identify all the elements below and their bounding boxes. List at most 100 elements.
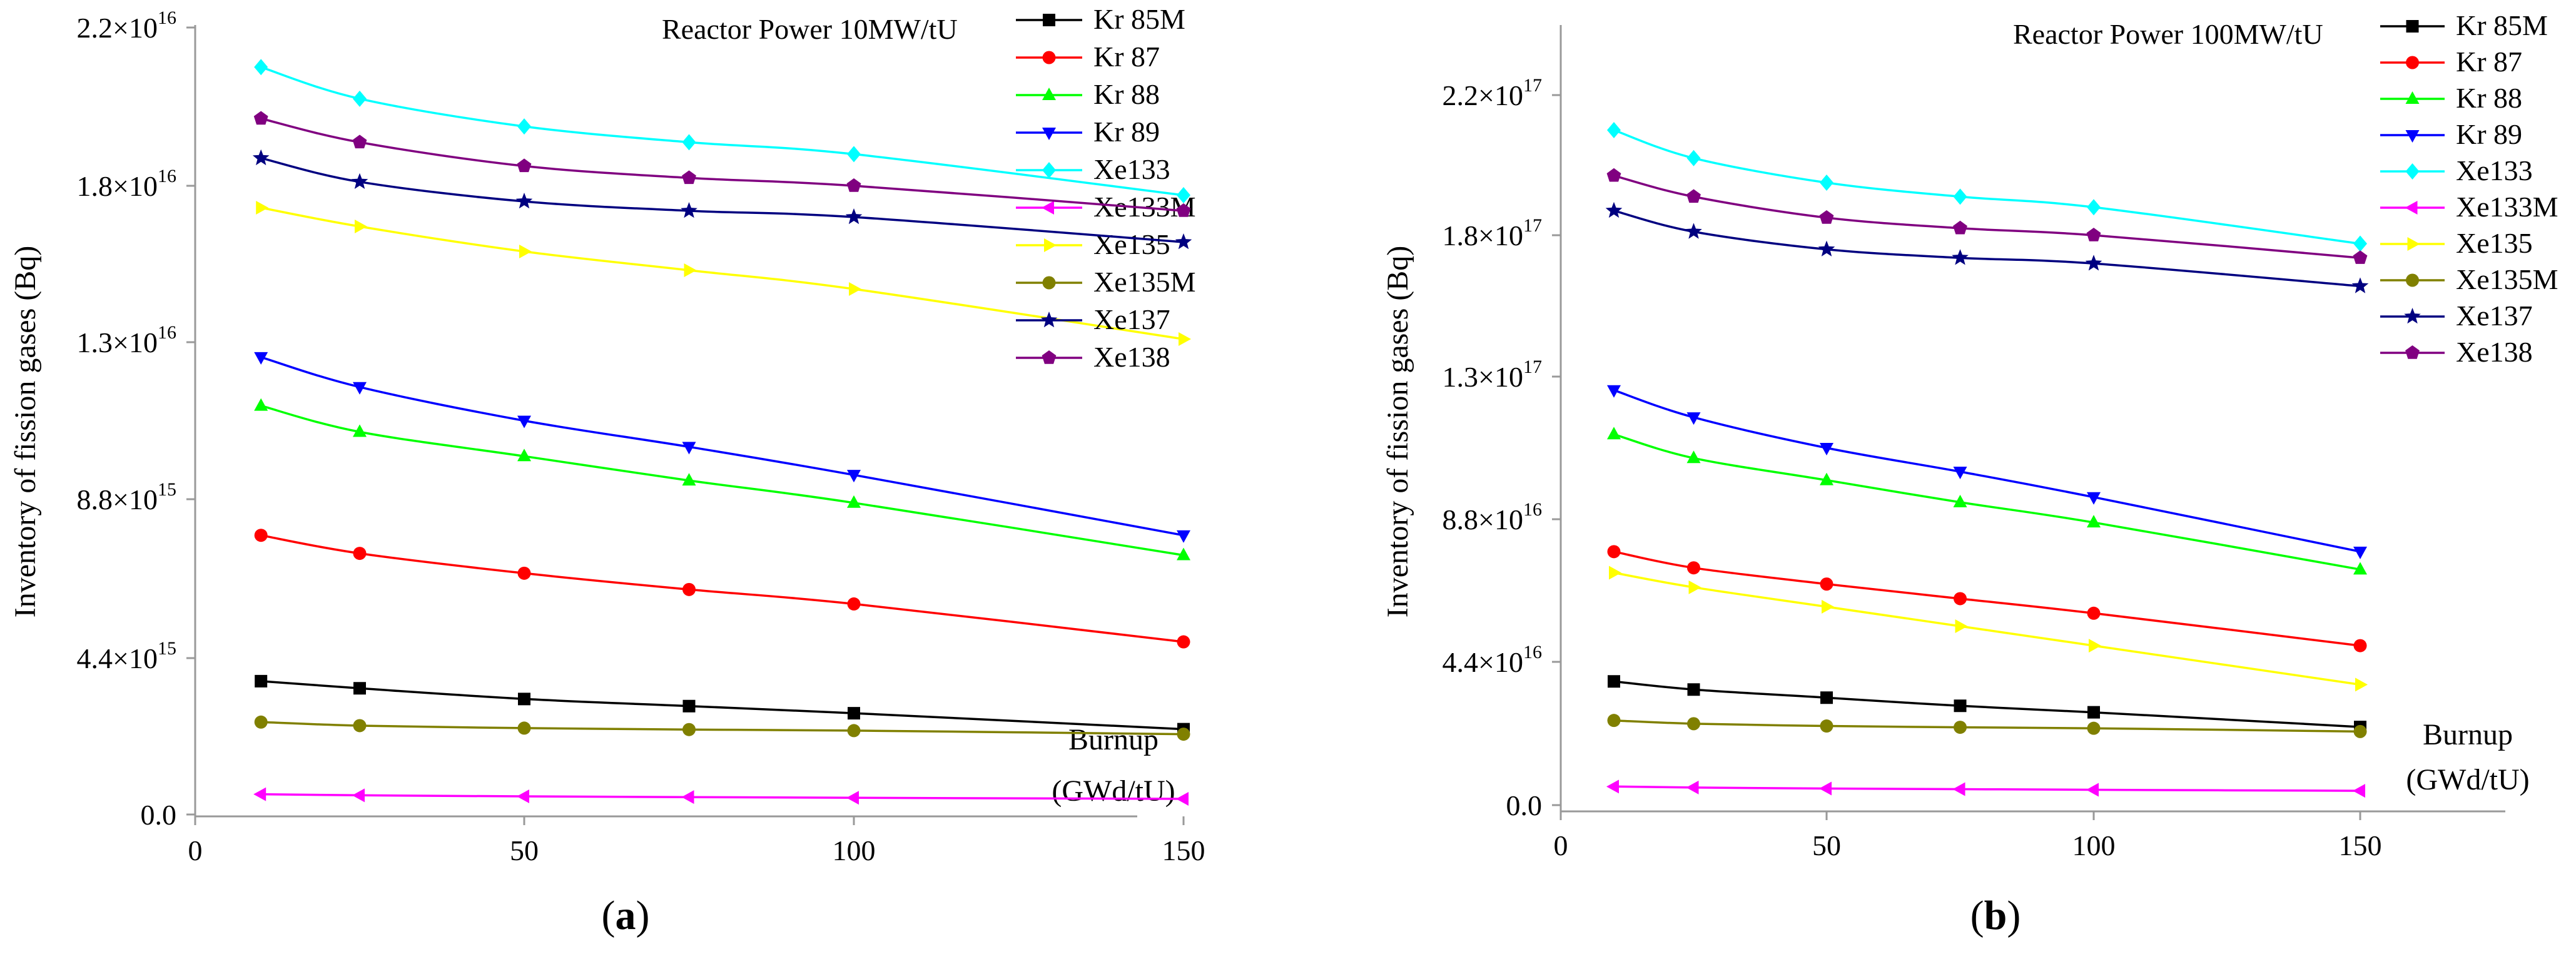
y-tick-mantissa: 4.4×10 — [1443, 646, 1523, 678]
data-point — [254, 715, 268, 729]
legend-label: Kr 85M — [2456, 9, 2548, 41]
data-point — [2353, 639, 2367, 652]
data-point — [1606, 779, 1619, 794]
x-tick-label: 0 — [1554, 830, 1568, 861]
legend-label: Xe135 — [1093, 228, 1170, 260]
data-point — [1605, 201, 1623, 218]
legend-entry: Kr 88 — [1016, 78, 1160, 110]
data-point — [2086, 783, 2099, 797]
data-point — [1607, 122, 1621, 138]
x-axis-title: (GWd/tU) — [2406, 763, 2529, 796]
data-point — [1820, 691, 1833, 704]
legend-marker — [2405, 91, 2420, 104]
series-xe133 — [254, 59, 1190, 203]
data-point — [254, 352, 268, 365]
data-point — [682, 170, 696, 185]
data-point — [1688, 580, 1701, 594]
y-tick-mantissa: 1.3×10 — [1443, 361, 1523, 393]
data-point — [1608, 675, 1620, 688]
data-point — [517, 789, 529, 804]
data-point — [1686, 780, 1699, 794]
panel-label-close: ) — [2007, 893, 2021, 938]
y-tick-exponent: 16 — [158, 166, 176, 186]
legend-label: Xe137 — [1093, 303, 1170, 335]
series-line — [1613, 129, 2361, 245]
legend-marker — [1043, 14, 1055, 26]
legend-label: Xe135M — [2456, 263, 2558, 295]
data-point — [1820, 175, 1833, 191]
y-tick-label: 2.2×1017 — [1443, 75, 1542, 111]
data-point — [1177, 187, 1190, 203]
series-line — [261, 680, 1184, 731]
legend-label: Xe137 — [2456, 300, 2533, 332]
data-point — [517, 449, 531, 462]
y-tick-label: 1.3×1017 — [1443, 357, 1542, 393]
data-point — [2353, 235, 2367, 252]
data-point — [2087, 515, 2101, 528]
y-tick-label: 4.4×1016 — [1443, 642, 1542, 678]
x-tick-label: 150 — [2339, 830, 2382, 861]
data-point — [352, 788, 365, 803]
data-point — [1179, 332, 1191, 346]
data-point — [682, 442, 696, 455]
series-xe133 — [1607, 122, 2367, 252]
legend-label: Kr 89 — [1093, 116, 1160, 148]
y-tick-exponent: 17 — [1523, 75, 1542, 96]
legend-label: Kr 89 — [2456, 118, 2522, 150]
data-point — [1607, 545, 1621, 559]
data-point — [681, 202, 697, 218]
legend-marker — [1042, 51, 1056, 64]
data-point — [1607, 427, 1621, 440]
x-tick-label: 150 — [1162, 835, 1205, 866]
y-tick-label: 8.8×1015 — [77, 479, 176, 515]
data-point — [351, 173, 368, 189]
series-xe135 — [256, 201, 1191, 346]
legend-marker — [1042, 276, 1056, 290]
data-point — [1686, 450, 1701, 464]
legend-entry: Kr 85M — [1016, 3, 1185, 35]
y-tick-mantissa: 0.0 — [141, 799, 177, 831]
panel-label-letter: a — [616, 893, 636, 938]
legend-entry: Xe133M — [1016, 191, 1196, 223]
series-line — [260, 404, 1184, 557]
data-point — [254, 59, 268, 76]
y-tick-exponent: 15 — [158, 638, 176, 659]
data-point — [1954, 721, 1967, 734]
data-point — [253, 787, 266, 801]
data-point — [1955, 619, 1968, 633]
data-point — [253, 111, 268, 125]
data-point — [1177, 530, 1190, 543]
y-tick-mantissa: 2.2×10 — [1443, 79, 1523, 111]
legend-marker — [2405, 201, 2418, 215]
y-tick-mantissa: 1.8×10 — [77, 170, 158, 202]
legend-entry: Xe138 — [2380, 336, 2533, 368]
series-xe137 — [252, 149, 1192, 250]
data-point — [681, 790, 694, 804]
data-point — [684, 263, 697, 277]
data-point — [254, 529, 268, 542]
series-line — [260, 534, 1184, 643]
series-xe135 — [1609, 566, 2368, 692]
data-point — [1175, 233, 1192, 250]
data-point — [1686, 189, 1701, 203]
data-point — [846, 791, 859, 805]
series-xe135m — [1607, 714, 2367, 738]
data-point — [353, 682, 366, 695]
legend-label: Kr 85M — [1093, 3, 1185, 35]
data-point — [1819, 210, 1834, 224]
legend-entry: Xe135M — [1016, 266, 1196, 298]
legend-marker — [1042, 350, 1057, 364]
data-point — [2086, 228, 2101, 241]
data-point — [682, 582, 696, 596]
y-tick-mantissa: 8.8×10 — [77, 484, 158, 515]
data-point — [254, 398, 268, 411]
data-point — [1686, 412, 1701, 425]
legend-label: Xe133 — [2456, 155, 2533, 186]
series-line — [1613, 571, 2361, 686]
series-line — [261, 793, 1184, 800]
panel-label-open: ( — [1970, 893, 1984, 938]
series-kr-89 — [254, 352, 1190, 543]
series-xe135m — [254, 715, 1190, 741]
y-tick-mantissa: 1.8×10 — [1443, 220, 1523, 251]
legend-marker — [2407, 237, 2420, 251]
